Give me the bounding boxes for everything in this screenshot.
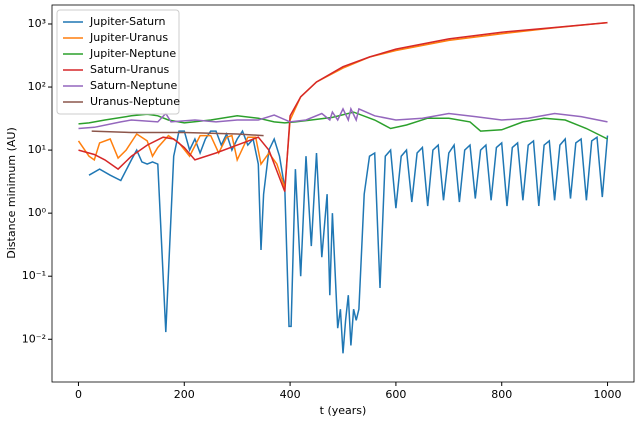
x-axis-label: t (years) bbox=[320, 404, 367, 417]
series-line bbox=[78, 111, 608, 140]
plot-frame bbox=[51, 4, 635, 383]
y-tick-label: 10⁻² bbox=[22, 332, 46, 345]
legend-label: Saturn-Uranus bbox=[90, 63, 170, 76]
legend-label: Jupiter-Uranus bbox=[89, 31, 168, 44]
legend-box bbox=[56, 9, 180, 115]
legend-label: Jupiter-Neptune bbox=[89, 47, 176, 60]
y-tick-label: 10² bbox=[28, 80, 46, 93]
legend-label: Jupiter-Saturn bbox=[89, 15, 165, 28]
series-line bbox=[88, 129, 609, 354]
x-tick-label: 200 bbox=[174, 388, 195, 401]
series-line bbox=[78, 106, 608, 130]
x-tick-label: 0 bbox=[75, 388, 82, 401]
x-tick-label: 800 bbox=[491, 388, 512, 401]
y-tick-label: 10¹ bbox=[28, 143, 46, 156]
y-axis-label: Distance minimum (AU) bbox=[5, 127, 18, 258]
series-line bbox=[91, 130, 264, 137]
y-tick-label: 10⁰ bbox=[28, 206, 47, 219]
x-tick-label: 400 bbox=[280, 388, 301, 401]
legend-label: Uranus-Neptune bbox=[90, 95, 180, 108]
y-tick-label: 10³ bbox=[28, 17, 46, 30]
legend-label: Saturn-Neptune bbox=[90, 79, 178, 92]
x-tick-label: 600 bbox=[385, 388, 406, 401]
y-tick-label: 10⁻¹ bbox=[22, 269, 46, 282]
x-tick-label: 1000 bbox=[594, 388, 622, 401]
series-line bbox=[77, 21, 608, 189]
series-line bbox=[78, 21, 608, 192]
